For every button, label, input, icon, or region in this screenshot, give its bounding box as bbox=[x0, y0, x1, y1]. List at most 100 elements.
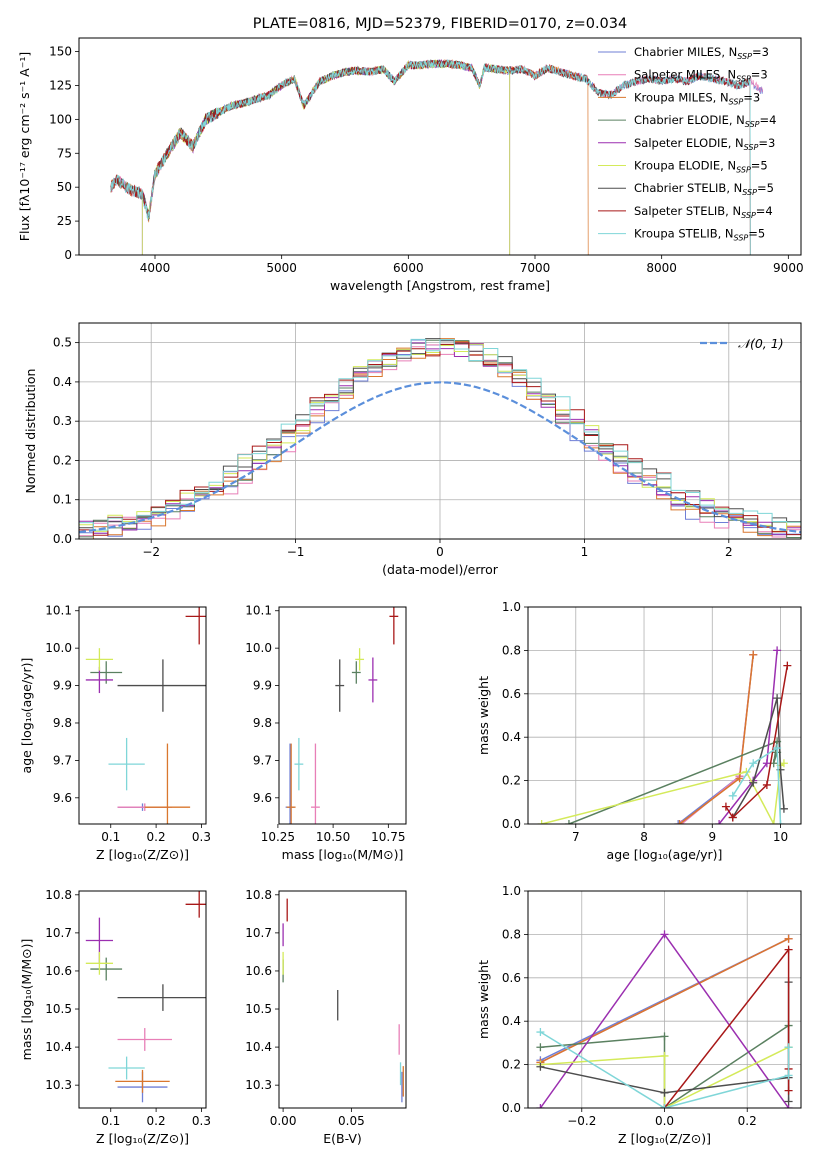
y-axis-label: Normed distribution bbox=[23, 369, 38, 494]
panel-7: 0.00 0.05 10.3 10.4 10.5 10.6 10.7 10.8 E(B-V) bbox=[245, 888, 407, 1146]
x-tick-label: 4000 bbox=[140, 261, 171, 275]
x-tick-label: 2 bbox=[725, 545, 733, 559]
y-tick-label: 10.0 bbox=[45, 641, 72, 655]
point-kroupa-elodie bbox=[355, 648, 365, 671]
point-salpeter-elodie bbox=[85, 666, 114, 694]
weight-line-chabrier-miles bbox=[677, 654, 754, 824]
y-tick-label: 75 bbox=[57, 146, 72, 160]
y-tick-label: 10.1 bbox=[45, 604, 72, 618]
legend-text: Salpeter ELODIE, N bbox=[634, 136, 744, 150]
point-kroupa-stelib bbox=[108, 737, 145, 791]
legend-subscript: SSP bbox=[737, 52, 752, 61]
weight-marker-kroupa-stelib bbox=[536, 1028, 545, 1037]
y-tick-label: 10.8 bbox=[45, 888, 72, 902]
y-tick-label: 10.6 bbox=[245, 964, 272, 978]
y-axis-label: mass [log₁₀(M/M⊙)] bbox=[19, 939, 34, 1061]
legend-text: =4 bbox=[756, 204, 773, 218]
panel-4: 10.25 10.50 10.75 9.6 9.7 9.8 9.9 10.0 10.1 mass … bbox=[245, 604, 407, 862]
weight-marker-kroupa-elodie bbox=[769, 820, 778, 824]
legend-text: =5 bbox=[757, 181, 774, 195]
legend-label-salpeter_stelib: Salpeter STELIB, NSSP=4 bbox=[634, 204, 773, 220]
x-axis-label: wavelength [Angstrom, rest frame] bbox=[330, 278, 550, 293]
x-tick-label: −2 bbox=[142, 545, 160, 559]
y-tick-label: 100 bbox=[49, 112, 72, 126]
plot-area bbox=[537, 646, 792, 824]
x-axis-label: mass [log₁₀(M/M⊙)] bbox=[282, 847, 404, 862]
y-axis-label: mass weight bbox=[476, 676, 491, 755]
point-salpeter-elodie bbox=[368, 657, 378, 703]
weight-line-salpeter-stelib bbox=[663, 947, 790, 1108]
point-kroupa-miles bbox=[115, 1069, 170, 1093]
x-tick-label: 9 bbox=[708, 830, 716, 844]
legend-subscript: SSP bbox=[734, 234, 749, 243]
y-tick-label: 9.9 bbox=[53, 679, 72, 693]
y-tick-label: 10.7 bbox=[45, 926, 72, 940]
y-tick-label: 0.0 bbox=[502, 817, 521, 831]
plot-area bbox=[79, 338, 801, 539]
y-tick-label: 9.6 bbox=[253, 791, 272, 805]
point-kroupa-stelib bbox=[294, 737, 304, 791]
y-tick-label: 9.8 bbox=[53, 716, 72, 730]
legend-subscript: SSP bbox=[745, 120, 760, 129]
x-tick-label: 0.2 bbox=[738, 1114, 757, 1128]
weight-marker-chabrier-elodie bbox=[536, 1043, 545, 1052]
x-tick-label: 10.50 bbox=[316, 830, 350, 844]
x-tick-label: 7 bbox=[572, 830, 580, 844]
x-tick-label: 9000 bbox=[773, 261, 804, 275]
y-tick-label: 10.0 bbox=[245, 641, 272, 655]
weight-marker-chabrier-stelib bbox=[784, 1097, 793, 1106]
weight-marker-kroupa-miles bbox=[675, 820, 684, 824]
legend-label-chabrier_elodie: Chabrier ELODIE, NSSP=4 bbox=[634, 113, 776, 129]
weight-marker-kroupa-elodie bbox=[537, 820, 546, 824]
weight-marker-kroupa-stelib bbox=[728, 791, 737, 800]
weight-line-kroupa-elodie bbox=[541, 762, 785, 824]
x-tick-label: 8 bbox=[640, 830, 648, 844]
point-kroupa-elodie bbox=[85, 951, 114, 975]
x-tick-label: 6000 bbox=[393, 261, 424, 275]
weight-marker-salpeter-elodie bbox=[536, 1104, 545, 1108]
x-tick-label: 10.25 bbox=[261, 830, 295, 844]
x-axis-label: Z [log₁₀(Z/Z⊙)] bbox=[618, 1131, 711, 1146]
weight-marker-kroupa-stelib bbox=[749, 759, 758, 768]
weight-marker-salpeter-elodie bbox=[715, 820, 724, 824]
weight-line-salpeter-elodie bbox=[718, 650, 778, 824]
weight-line-salpeter-miles bbox=[681, 654, 754, 824]
plot-area bbox=[282, 898, 404, 1103]
weight-marker-salpeter-stelib bbox=[783, 661, 792, 670]
x-tick-label: 0.3 bbox=[192, 830, 211, 844]
legend-label-chabrier_stelib: Chabrier STELIB, NSSP=5 bbox=[634, 181, 774, 197]
weight-marker-kroupa-stelib bbox=[773, 744, 782, 753]
y-tick-label: 10.3 bbox=[45, 1078, 72, 1092]
legend-text: =4 bbox=[760, 113, 777, 127]
y-axis-label: Flux [fλ10⁻¹⁷ erg cm⁻² s⁻¹ A⁻¹] bbox=[17, 52, 32, 241]
weight-marker-kroupa-stelib bbox=[660, 1104, 669, 1108]
weight-marker-chabrier-stelib bbox=[749, 778, 758, 787]
y-tick-label: 0 bbox=[64, 248, 72, 262]
legend-subscript: SSP bbox=[729, 97, 744, 106]
point-chabrier-stelib bbox=[117, 984, 206, 1011]
y-tick-label: 10.5 bbox=[245, 1002, 272, 1016]
weight-line-kroupa-miles bbox=[540, 938, 789, 1064]
y-tick-label: 10.1 bbox=[245, 604, 272, 618]
weight-marker-chabrier-stelib bbox=[536, 1062, 545, 1071]
weight-marker-salpeter-stelib bbox=[784, 1086, 793, 1095]
plot-area bbox=[85, 891, 206, 1103]
x-axis-label: (data-model)/error bbox=[382, 562, 499, 577]
x-tick-label: 0.1 bbox=[101, 830, 120, 844]
legend-label-kroupa_elodie: Kroupa ELODIE, NSSP=5 bbox=[634, 159, 768, 175]
y-tick-label: 10.3 bbox=[245, 1078, 272, 1092]
histogram-kroupa_stelib bbox=[79, 338, 801, 537]
legend-subscript: SSP bbox=[742, 188, 757, 197]
legend-label-kroupa_stelib: Kroupa STELIB, NSSP=5 bbox=[634, 227, 765, 243]
spectrum-line-salpeter-elodie bbox=[141, 58, 511, 255]
legend-subscript: SSP bbox=[741, 211, 756, 220]
legend-text: =3 bbox=[758, 136, 775, 150]
weight-marker-kroupa-elodie bbox=[660, 1051, 669, 1060]
x-axis-label: E(B-V) bbox=[323, 1131, 362, 1146]
weight-line-kroupa-stelib bbox=[540, 1031, 790, 1108]
axes-frame bbox=[278, 890, 407, 1109]
y-tick-label: 0.2 bbox=[53, 453, 72, 467]
point-chabrier-stelib bbox=[117, 659, 206, 712]
